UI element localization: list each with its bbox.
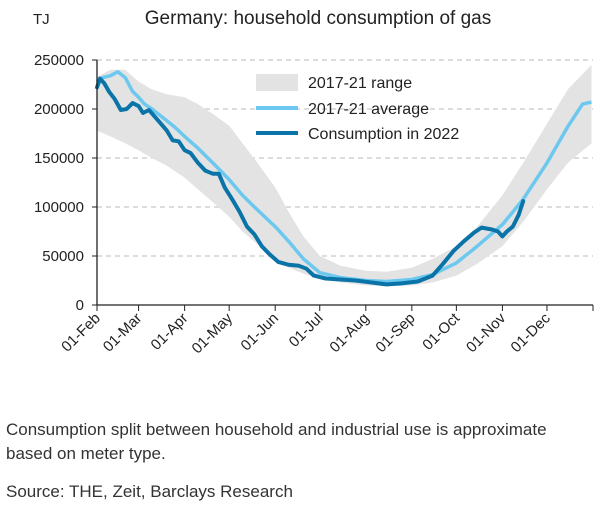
x-tick-label: 01-Feb [58,310,104,356]
x-tick-label: 01-Sep [372,310,418,356]
legend-label-average: 2017-21 average [308,101,429,118]
x-tick-label: 01-Dec [508,309,555,356]
legend-swatch-range [256,74,298,91]
y-unit-label: TJ [33,11,50,28]
chart-title: Germany: household consumption of gas [145,8,491,29]
y-tick-label: 0 [76,297,84,314]
legend-label-range: 2017-21 range [308,75,412,92]
x-tick-label: 01-Nov [463,309,510,356]
y-tick-label: 50000 [42,248,84,265]
y-tick-label: 250000 [34,52,84,69]
x-tick-label: 01-Oct [419,309,463,353]
x-tick-label: 01-May [189,309,237,357]
x-tick-label: 01-Aug [326,310,372,356]
consumption-line [95,76,526,287]
x-tick-label: 01-Jul [286,310,327,351]
footnote: Consumption split between household and … [6,420,547,463]
average-line [96,70,592,284]
range-band [97,64,592,287]
y-axis: 0 50000 100000 150000 200000 250000 [34,52,97,314]
y-tick-label: 100000 [34,199,84,216]
y-tick-label: 200000 [34,101,84,118]
y-tick-label: 150000 [34,150,84,167]
x-tick-label: 01-Mar [100,310,146,356]
chart: TJ Germany: household consumption of gas… [33,8,594,357]
legend-label-consumption: Consumption in 2022 [308,126,459,143]
source-note: Source: THE, Zeit, Barclays Research [6,482,293,501]
legend: 2017-21 range 2017-21 average Consumptio… [256,74,459,143]
x-tick-label: 01-Apr [148,310,192,354]
x-tick-label: 01-Jun [238,310,282,354]
